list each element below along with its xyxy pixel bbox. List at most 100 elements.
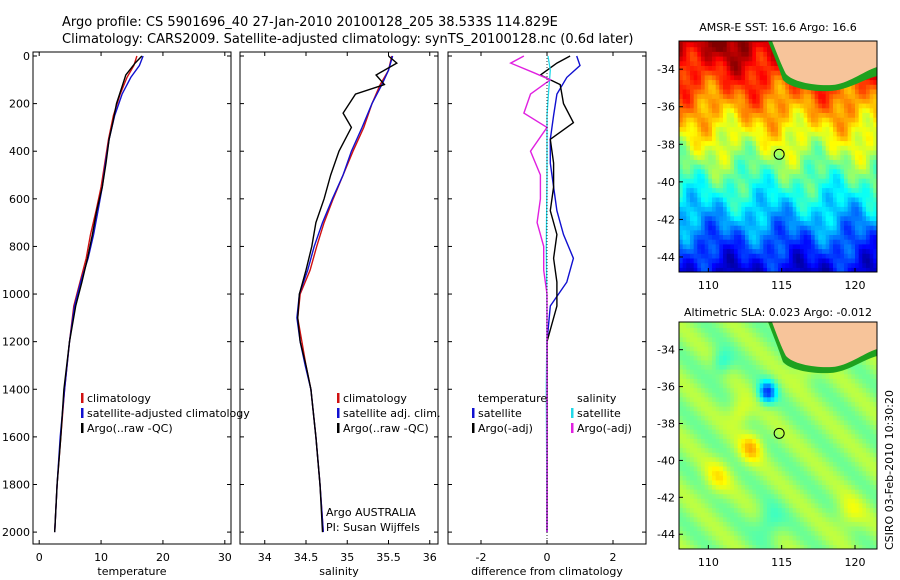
heatmap-cell [715,65,720,71]
heatmap-cell [807,149,812,156]
heatmap-cell [759,206,764,212]
heatmap-cell [774,355,779,361]
heatmap-cell [719,201,724,207]
heatmap-cell [745,253,750,259]
heatmap-cell [726,525,731,532]
heatmap-cell [792,145,797,151]
heatmap-cell [811,117,816,123]
heatmap-cell [752,322,757,329]
heatmap-cell [723,392,728,398]
heatmap-cell [756,516,761,522]
heatmap-cell [873,267,877,272]
heatmap-cell [862,211,867,217]
heatmap-cell [690,438,695,444]
heatmap-cell [712,475,717,481]
heatmap-cell [829,521,834,527]
heatmap-cell [745,41,750,43]
heatmap-cell [822,539,827,545]
heatmap-cell [748,65,753,71]
heatmap-cell [734,438,739,444]
heatmap-cell [862,206,867,212]
heatmap-cell [741,359,746,365]
heatmap-cell [789,220,794,226]
heatmap-cell [726,530,731,536]
heatmap-cell [800,410,805,416]
heatmap-cell [748,424,753,430]
heatmap-cell [785,168,790,174]
heatmap-cell [704,456,709,462]
heatmap-cell [701,248,706,254]
heatmap-cell [803,135,808,142]
heatmap-cell [862,192,867,198]
heatmap-cell [704,327,709,333]
heatmap-cell [781,88,786,95]
heatmap-cell [715,438,720,444]
heatmap-cell [800,93,805,99]
heatmap-cell [800,196,805,203]
heatmap-cell [774,346,779,352]
heatmap-cell [836,248,841,254]
heatmap-cell [686,253,691,259]
heatmap-cell [844,192,849,198]
heatmap-cell [697,257,702,264]
heatmap-cell [734,84,739,90]
heatmap-cell [796,392,801,398]
heatmap-cell [752,336,757,342]
heatmap-cell [814,154,819,160]
heatmap-cell [708,382,713,389]
heatmap-cell [737,341,742,347]
heatmap-cell [796,107,801,113]
heatmap-cell [774,196,779,203]
heatmap-cell [836,234,841,240]
heatmap-cell [704,60,709,66]
heatmap-cell [726,327,731,333]
heatmap-cell [833,117,838,123]
heatmap-cell [778,225,783,231]
heatmap-cell [873,112,877,118]
heatmap-cell [719,225,724,231]
heatmap-cell [822,211,827,217]
heatmap-cell [690,479,695,485]
heatmap-cell [796,387,801,393]
heatmap-cell [792,126,797,132]
heatmap-cell [690,369,695,375]
heatmap-cell [726,243,731,250]
heatmap-cell [825,117,830,123]
heatmap-cell [741,438,746,444]
heatmap-cell [767,41,772,48]
heatmap-cell [723,502,728,509]
heatmap-cell [763,359,768,365]
heatmap-cell [719,206,724,212]
heatmap-cell [789,406,794,412]
heatmap-cell [745,107,750,113]
heatmap-cell [811,498,816,504]
heatmap-cell [763,327,768,333]
heatmap-cell [822,502,827,509]
heatmap-cell [774,88,779,95]
heatmap-cell [704,516,709,522]
heatmap-cell [734,79,739,85]
heatmap-cell [825,164,830,170]
heatmap-cell [836,192,841,198]
heatmap-cell [723,429,728,435]
heatmap-cell [792,140,797,146]
heatmap-cell [701,498,706,504]
heatmap-cell [840,373,845,379]
heatmap-cell [748,419,753,425]
heatmap-cell [723,466,728,472]
heatmap-cell [785,470,790,476]
heatmap-cell [737,201,742,207]
heatmap-cell [708,135,713,142]
heatmap-cell [789,187,794,193]
heatmap-cell [807,164,812,170]
heatmap-cell [715,364,720,370]
heatmap-cell [836,154,841,160]
heatmap-cell [737,257,742,264]
heatmap-cell [686,248,691,254]
heatmap-cell [715,452,720,458]
heatmap-cell [844,466,849,472]
heatmap-cell [715,201,720,207]
heatmap-cell [682,267,687,272]
heatmap-cell [715,359,720,365]
heatmap-cell [825,178,830,184]
